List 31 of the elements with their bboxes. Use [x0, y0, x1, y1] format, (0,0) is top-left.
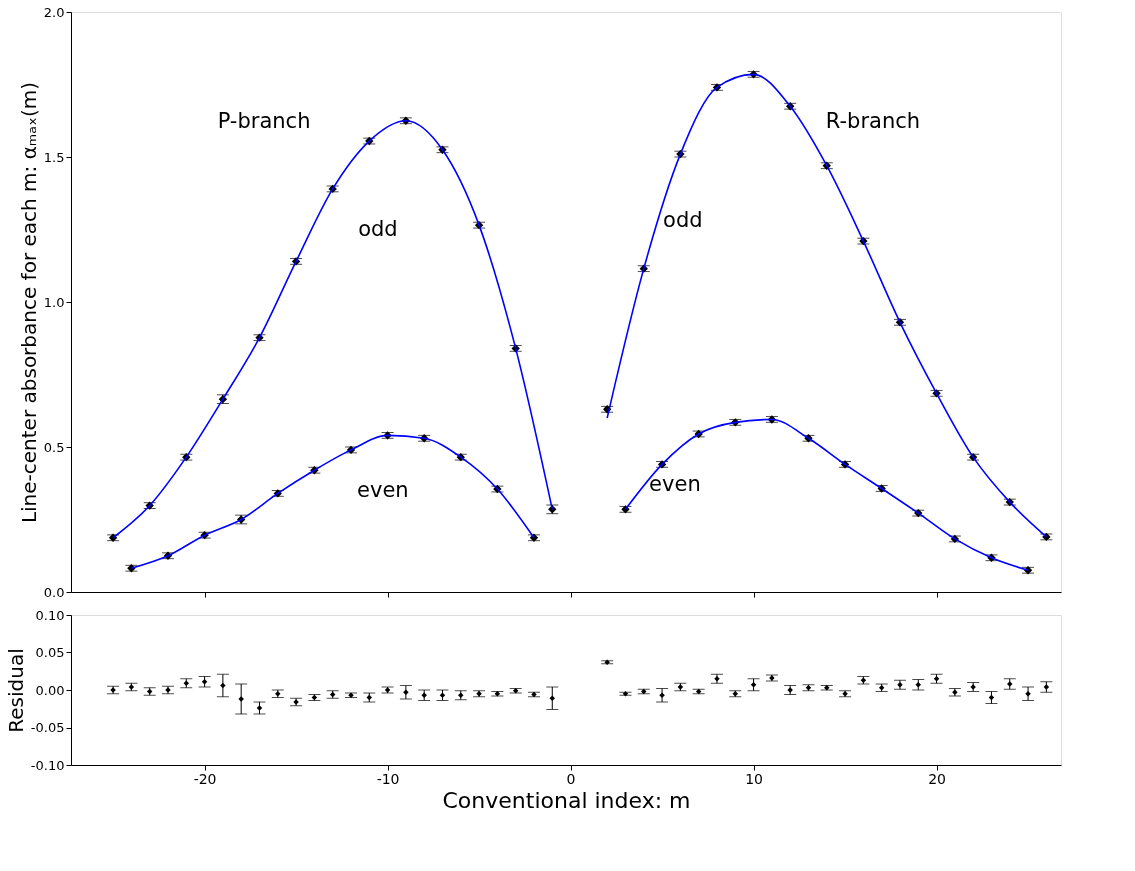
- point: [403, 689, 409, 695]
- point: [256, 705, 263, 711]
- y-tick-label: 0.10: [35, 607, 65, 623]
- y-tick-label: 1.0: [43, 294, 65, 310]
- y-tick-label: 0.5: [43, 439, 65, 455]
- y-axis-title: Residual: [3, 648, 28, 733]
- annotation: P-branch: [217, 109, 311, 134]
- annotation: even: [649, 471, 701, 496]
- point: [549, 695, 556, 701]
- y-tick-label: 0.00: [35, 682, 65, 698]
- point: [1025, 691, 1031, 697]
- y-tick-label: 0.05: [35, 645, 65, 660]
- annotation: R-branch: [825, 109, 921, 134]
- point: [659, 692, 665, 698]
- x-tick-label: 0: [566, 770, 576, 787]
- x-axis-title: Conventional index: m: [442, 787, 691, 813]
- point: [750, 682, 757, 688]
- y-axis-title: Line-center absorbance for each m: αₘₐₓ(m): [16, 81, 41, 524]
- y-tick-label: -0.05: [30, 720, 65, 735]
- x-tick-label: -10: [376, 770, 400, 787]
- annotation: odd: [358, 216, 398, 241]
- y-tick-label: 2.0: [43, 4, 65, 20]
- annotation: even: [357, 477, 409, 502]
- y-tick-label: -0.10: [30, 757, 65, 773]
- point: [220, 682, 226, 689]
- x-tick-label: -20: [193, 770, 217, 787]
- x-tick-label: 20: [928, 770, 946, 787]
- y-tick-label: 1.5: [43, 149, 65, 165]
- annotation: odd: [663, 207, 703, 232]
- x-tick-label: 10: [745, 770, 763, 787]
- y-tick-label: 0.0: [43, 584, 65, 600]
